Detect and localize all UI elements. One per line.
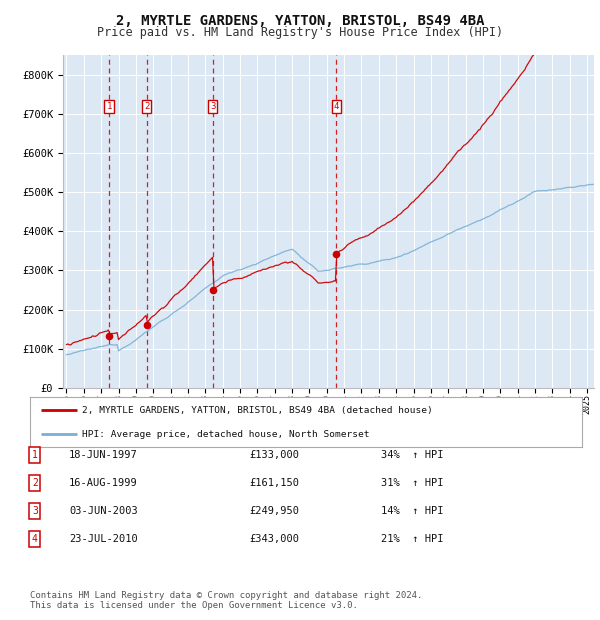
Text: £343,000: £343,000	[249, 534, 299, 544]
Text: £249,950: £249,950	[249, 506, 299, 516]
Text: £161,150: £161,150	[249, 478, 299, 488]
Text: 03-JUN-2003: 03-JUN-2003	[69, 506, 138, 516]
Text: 2, MYRTLE GARDENS, YATTON, BRISTOL, BS49 4BA (detached house): 2, MYRTLE GARDENS, YATTON, BRISTOL, BS49…	[82, 406, 433, 415]
Text: 23-JUL-2010: 23-JUL-2010	[69, 534, 138, 544]
Text: 2: 2	[144, 102, 149, 111]
Text: 2, MYRTLE GARDENS, YATTON, BRISTOL, BS49 4BA: 2, MYRTLE GARDENS, YATTON, BRISTOL, BS49…	[116, 14, 484, 28]
Text: £133,000: £133,000	[249, 450, 299, 460]
Text: 18-JUN-1997: 18-JUN-1997	[69, 450, 138, 460]
Text: 4: 4	[32, 534, 38, 544]
Text: Price paid vs. HM Land Registry's House Price Index (HPI): Price paid vs. HM Land Registry's House …	[97, 26, 503, 39]
Text: HPI: Average price, detached house, North Somerset: HPI: Average price, detached house, Nort…	[82, 430, 370, 439]
Text: 31%  ↑ HPI: 31% ↑ HPI	[381, 478, 443, 488]
Text: 4: 4	[334, 102, 339, 111]
Text: 16-AUG-1999: 16-AUG-1999	[69, 478, 138, 488]
Text: 21%  ↑ HPI: 21% ↑ HPI	[381, 534, 443, 544]
Text: 3: 3	[210, 102, 215, 111]
Text: 1: 1	[106, 102, 112, 111]
Text: 34%  ↑ HPI: 34% ↑ HPI	[381, 450, 443, 460]
Text: Contains HM Land Registry data © Crown copyright and database right 2024.
This d: Contains HM Land Registry data © Crown c…	[30, 591, 422, 610]
Text: 14%  ↑ HPI: 14% ↑ HPI	[381, 506, 443, 516]
Text: 2: 2	[32, 478, 38, 488]
Text: 3: 3	[32, 506, 38, 516]
Text: 1: 1	[32, 450, 38, 460]
